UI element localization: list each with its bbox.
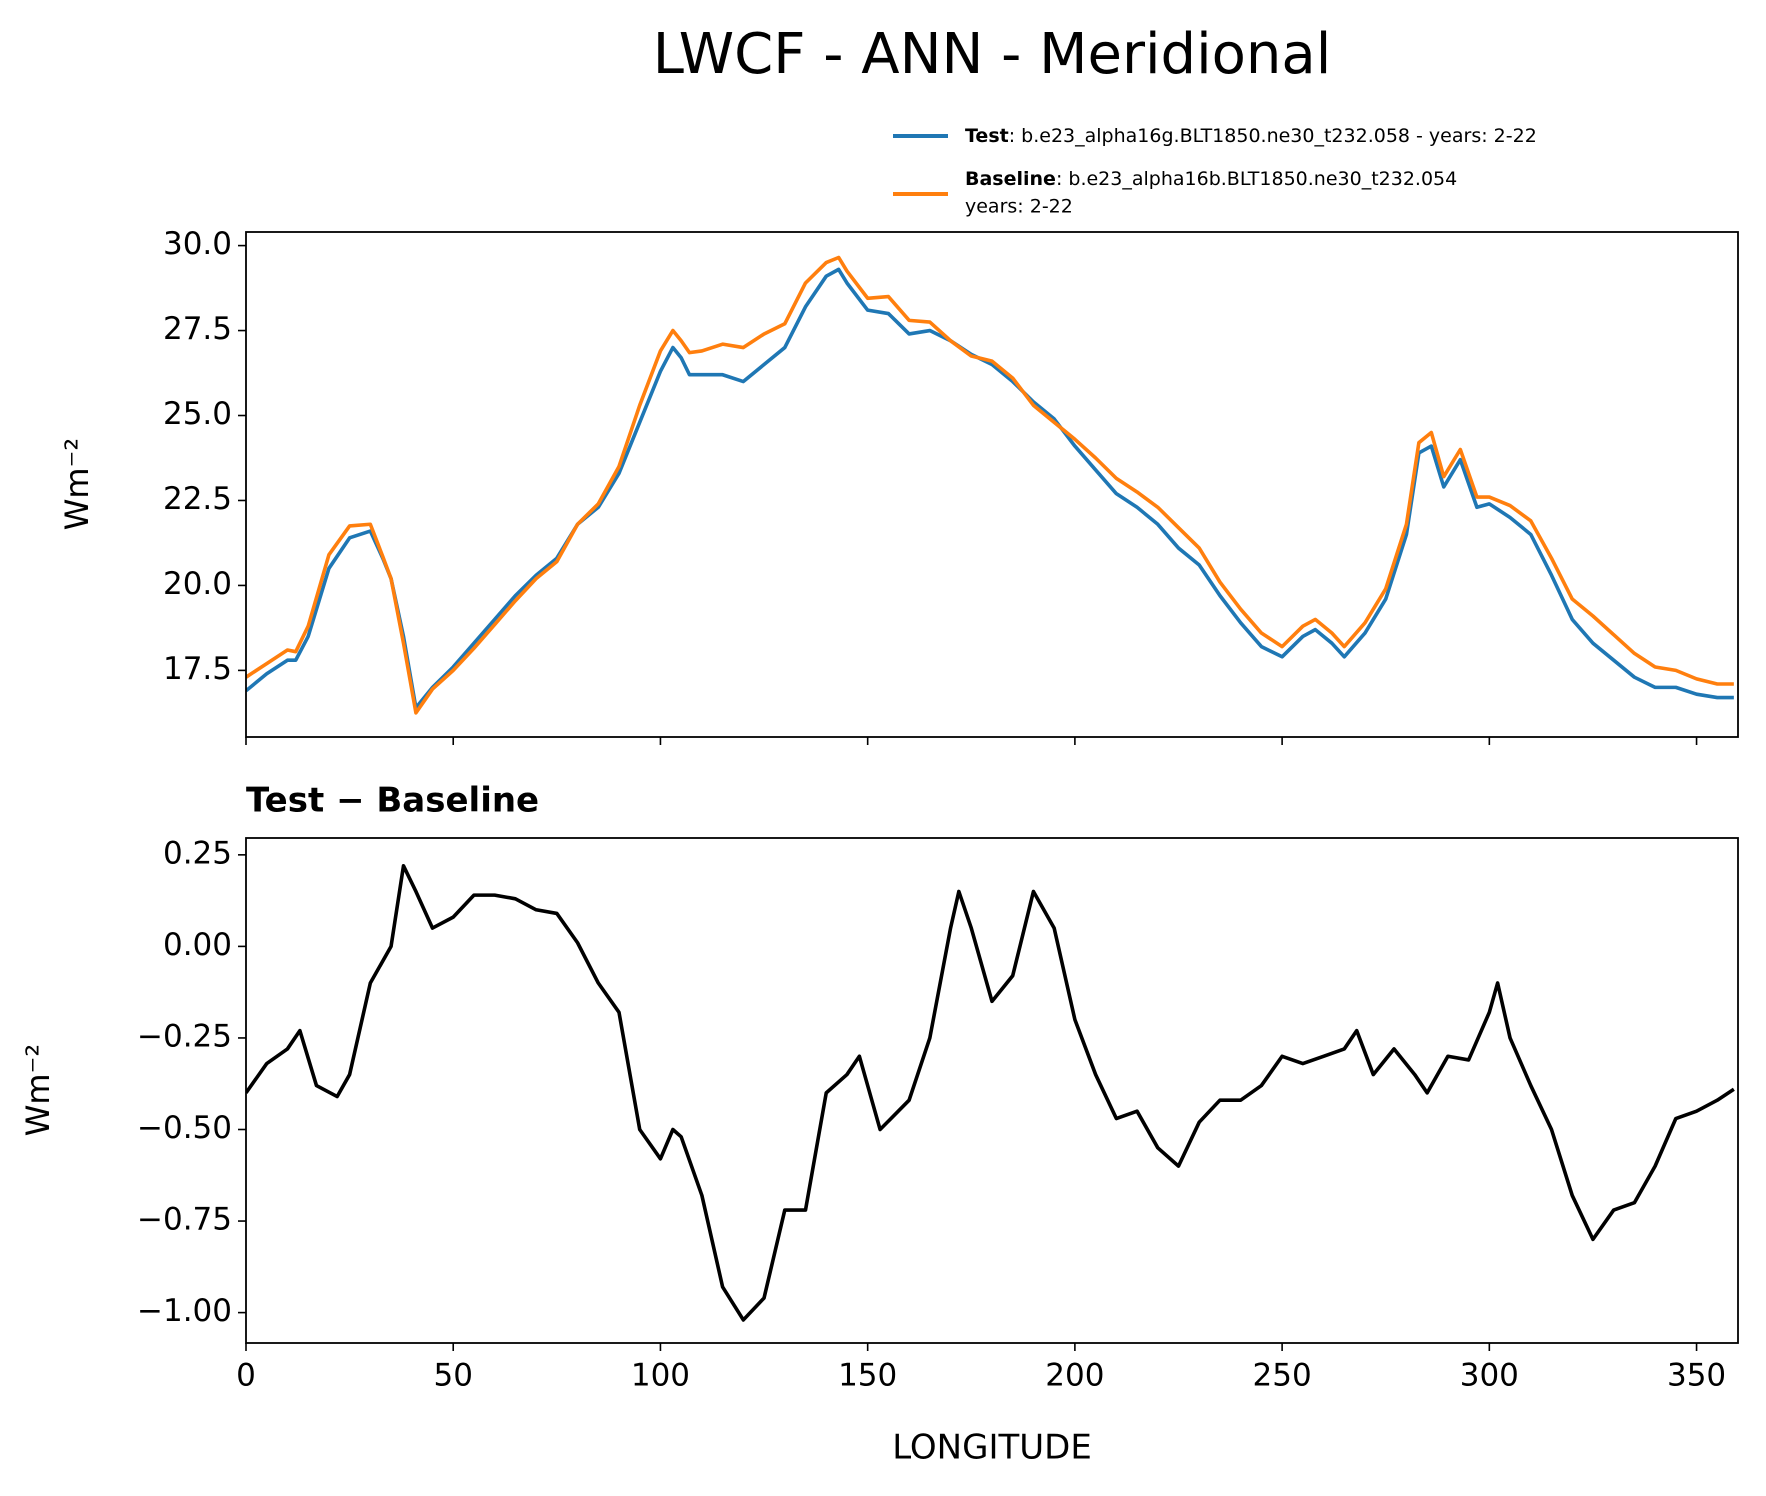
legend-description: : b.e23_alpha16g.BLT1850.ne30_t232.058 -… xyxy=(1009,125,1537,147)
series-line xyxy=(246,864,1735,1322)
series-line xyxy=(246,267,1734,710)
x-tick-label: 350 xyxy=(1667,1358,1726,1394)
x-tick-label: 100 xyxy=(631,1358,690,1394)
x-axis-label: LONGITUDE xyxy=(892,1428,1092,1468)
y-tick-label: 27.5 xyxy=(163,311,232,347)
y-tick-label: 22.5 xyxy=(163,481,232,517)
legend-description: years: 2-22 xyxy=(965,196,1073,218)
x-tick-label: 300 xyxy=(1460,1358,1519,1394)
x-tick-label: 150 xyxy=(838,1358,897,1394)
y-axis-label: Wm⁻² xyxy=(58,438,96,531)
y-tick-label: 0.00 xyxy=(163,927,232,963)
y-axis-label: Wm⁻² xyxy=(19,1044,57,1137)
x-tick-label: 50 xyxy=(433,1358,472,1394)
y-tick-label: 20.0 xyxy=(163,566,232,602)
y-tick-label: −1.00 xyxy=(137,1293,232,1329)
x-tick-label: 200 xyxy=(1045,1358,1104,1394)
y-tick-label: −0.75 xyxy=(137,1202,232,1238)
y-tick-label: 25.0 xyxy=(163,396,232,432)
x-tick-label: 0 xyxy=(236,1358,256,1394)
chart-title: LWCF - ANN - Meridional xyxy=(653,22,1332,87)
legend-name: Baseline xyxy=(965,168,1056,190)
plot-frame xyxy=(245,231,1739,738)
y-tick-label: 0.25 xyxy=(163,835,232,871)
y-tick-label: 17.5 xyxy=(163,651,232,687)
y-tick-label: −0.50 xyxy=(137,1110,232,1146)
legend-entry: Baseline: b.e23_alpha16b.BLT1850.ne30_t2… xyxy=(965,168,1457,190)
x-tick-label: 250 xyxy=(1253,1358,1312,1394)
legend-description: : b.e23_alpha16b.BLT1850.ne30_t232.054 xyxy=(1056,168,1457,190)
panel-subtitle: Test − Baseline xyxy=(246,781,539,821)
legend-entry: Test: b.e23_alpha16g.BLT1850.ne30_t232.0… xyxy=(965,125,1537,147)
y-tick-label: −0.25 xyxy=(137,1018,232,1054)
legend-name: Test xyxy=(965,125,1009,147)
plot-frame xyxy=(245,837,1739,1344)
y-tick-label: 30.0 xyxy=(163,226,232,262)
series-line xyxy=(246,255,1734,715)
